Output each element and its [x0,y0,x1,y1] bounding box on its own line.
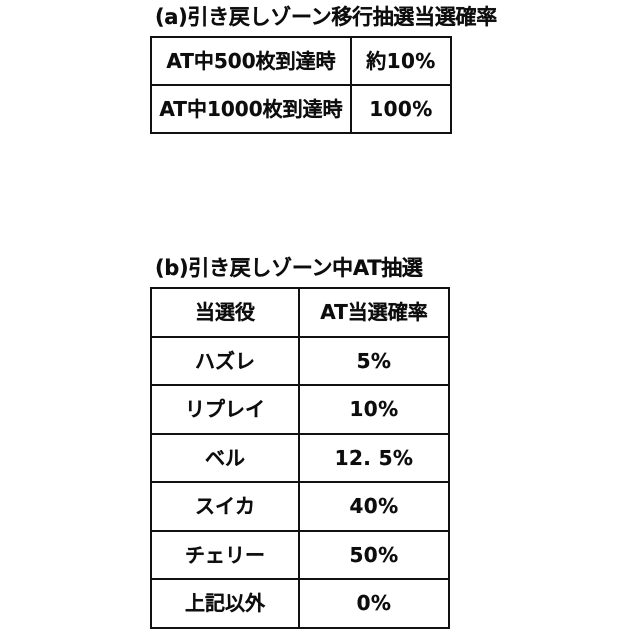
table-row: ベル 12. 5% [151,434,449,483]
figure-page: { "page": { "background_color": "#ffffff… [0,0,640,640]
table-row: リプレイ 10% [151,385,449,434]
cell-probability: 10% [299,385,449,434]
table-row: ハズレ 5% [151,337,449,386]
table-row: AT中1000枚到達時 100% [151,85,451,133]
table-row: AT中500枚到達時 約10% [151,37,451,85]
cell-rate: 100% [351,85,451,133]
cell-probability: 12. 5% [299,434,449,483]
figure-b-title: (b)引き戻しゾーン中AT抽選 [155,256,423,280]
table-pullback-zone-at-lottery: 当選役 AT当選確率 ハズレ 5% リプレイ 10% ベル 12. 5% スイカ… [150,287,450,629]
cell-condition: AT中1000枚到達時 [151,85,351,133]
cell-rate: 約10% [351,37,451,85]
figure-a-title: (a)引き戻しゾーン移行抽選当選確率 [155,5,497,29]
table-row: スイカ 40% [151,482,449,531]
cell-probability: 50% [299,531,449,580]
cell-role: ベル [151,434,299,483]
cell-role: スイカ [151,482,299,531]
cell-probability: 40% [299,482,449,531]
table-pullback-zone-transition-probability: AT中500枚到達時 約10% AT中1000枚到達時 100% [150,36,452,134]
cell-role: ハズレ [151,337,299,386]
cell-role: リプレイ [151,385,299,434]
column-header-probability: AT当選確率 [299,288,449,337]
column-header-role: 当選役 [151,288,299,337]
cell-role: 上記以外 [151,579,299,628]
cell-probability: 5% [299,337,449,386]
table-row: チェリー 50% [151,531,449,580]
table-header-row: 当選役 AT当選確率 [151,288,449,337]
cell-condition: AT中500枚到達時 [151,37,351,85]
table-row: 上記以外 0% [151,579,449,628]
cell-probability: 0% [299,579,449,628]
cell-role: チェリー [151,531,299,580]
